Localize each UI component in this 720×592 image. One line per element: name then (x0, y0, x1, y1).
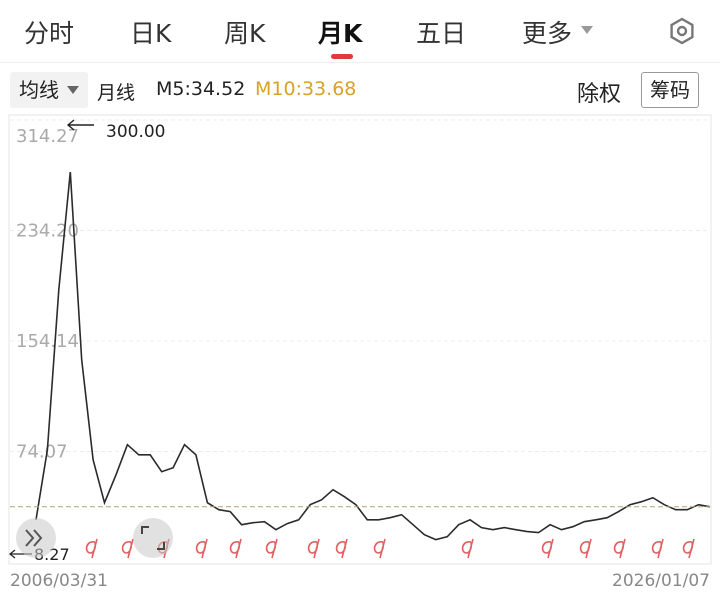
tab[interactable]: 日K (130, 19, 172, 48)
dropdown-arrow (67, 86, 79, 94)
ma-button-label: 均线 (19, 78, 59, 102)
fullscreen-button (133, 518, 173, 558)
dividend-marker (85, 538, 98, 559)
dividend-marker (613, 538, 626, 559)
max-arrow (66, 119, 94, 131)
dividend-marker (121, 538, 134, 559)
y-tick-label: 234.20 (16, 221, 79, 242)
dividend-marker (373, 538, 386, 559)
period-label: 月线 (97, 82, 136, 104)
dividend-marker (461, 538, 474, 559)
fullscreen-icon (141, 526, 165, 550)
ma-button[interactable]: 均线 (10, 72, 88, 108)
adjust-button[interactable]: 除权 (577, 82, 622, 107)
x-label: 2006/03/31 (10, 571, 108, 591)
max-label: 300.00 (106, 122, 165, 142)
tab[interactable]: 更多 (522, 19, 573, 48)
settings-icon[interactable] (668, 17, 696, 45)
dividend-marker (335, 538, 348, 559)
tab[interactable]: 周K (224, 19, 266, 48)
dropdown-arrow (581, 26, 593, 34)
chart-frame (8, 114, 712, 565)
y-tick-label: 314.27 (16, 126, 79, 147)
active-indicator (331, 54, 353, 59)
y-tick-label: 154.14 (16, 331, 79, 352)
ma10: M10:33.68 (255, 78, 357, 100)
dividend-marker (195, 538, 208, 559)
dividend-marker (579, 538, 592, 559)
chips-button[interactable]: 筹码 (641, 72, 699, 108)
y-tick-label: 74.07 (16, 441, 68, 462)
dividend-marker (307, 538, 320, 559)
tab-bar: 分时 日K 周K 月K 五日 更多 (0, 0, 720, 63)
price-line (35, 171, 711, 541)
tab[interactable]: 分时 (24, 19, 75, 48)
dividend-marker (265, 538, 278, 559)
dividend-marker (682, 538, 695, 559)
dividend-marker (541, 538, 554, 559)
tab[interactable]: 月K (318, 19, 363, 48)
x-label: 2026/01/07 (612, 571, 710, 591)
dividend-marker (229, 538, 242, 559)
collapse-button (16, 518, 56, 558)
dividend-marker (651, 538, 664, 559)
tab[interactable]: 五日 (416, 19, 467, 48)
collapse-icon (25, 529, 43, 547)
ma5: M5:34.52 (156, 78, 246, 100)
